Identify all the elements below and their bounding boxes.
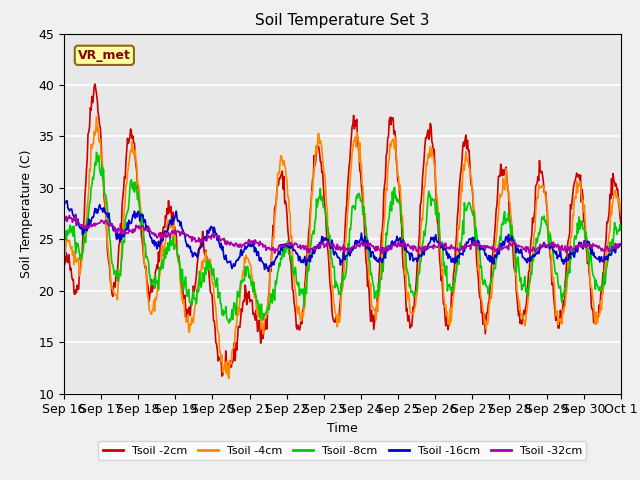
Tsoil -4cm <box>412 302 419 308</box>
Tsoil -4cm <box>70 262 78 267</box>
Tsoil -4cm <box>214 329 222 335</box>
Tsoil -32cm <box>525 251 533 256</box>
Tsoil -16cm <box>185 243 193 249</box>
Tsoil -4cm <box>428 146 436 152</box>
Line: Tsoil -2cm: Tsoil -2cm <box>64 84 621 376</box>
Legend: Tsoil -2cm, Tsoil -4cm, Tsoil -8cm, Tsoil -16cm, Tsoil -32cm: Tsoil -2cm, Tsoil -4cm, Tsoil -8cm, Tsoi… <box>99 441 586 460</box>
Tsoil -8cm <box>185 287 193 292</box>
X-axis label: Time: Time <box>327 422 358 435</box>
Tsoil -8cm <box>60 233 68 239</box>
Tsoil -16cm <box>264 269 272 275</box>
Tsoil -8cm <box>225 320 233 326</box>
Tsoil -32cm <box>72 212 79 218</box>
Tsoil -2cm <box>91 81 99 87</box>
Tsoil -2cm <box>428 138 436 144</box>
Tsoil -4cm <box>617 211 625 217</box>
Tsoil -8cm <box>214 295 222 300</box>
Tsoil -4cm <box>225 375 233 381</box>
Tsoil -32cm <box>617 242 625 248</box>
Tsoil -8cm <box>93 149 100 155</box>
Text: VR_met: VR_met <box>78 49 131 62</box>
Tsoil -32cm <box>411 245 419 251</box>
Tsoil -2cm <box>617 220 625 226</box>
Y-axis label: Soil Temperature (C): Soil Temperature (C) <box>20 149 33 278</box>
Tsoil -4cm <box>185 329 193 335</box>
Tsoil -2cm <box>60 261 68 267</box>
Tsoil -32cm <box>70 217 78 223</box>
Line: Tsoil -4cm: Tsoil -4cm <box>64 117 621 378</box>
Line: Tsoil -8cm: Tsoil -8cm <box>64 152 621 323</box>
Tsoil -16cm <box>617 242 625 248</box>
Tsoil -8cm <box>70 223 78 229</box>
Tsoil -4cm <box>60 245 68 251</box>
Tsoil -16cm <box>128 216 136 222</box>
Tsoil -8cm <box>428 195 436 201</box>
Line: Tsoil -32cm: Tsoil -32cm <box>64 215 621 253</box>
Tsoil -16cm <box>63 198 71 204</box>
Tsoil -4cm <box>93 114 100 120</box>
Tsoil -32cm <box>428 244 435 250</box>
Tsoil -2cm <box>218 373 226 379</box>
Tsoil -2cm <box>412 287 419 293</box>
Tsoil -8cm <box>128 185 136 191</box>
Line: Tsoil -16cm: Tsoil -16cm <box>64 201 621 272</box>
Tsoil -16cm <box>428 235 436 241</box>
Tsoil -2cm <box>70 290 78 296</box>
Tsoil -32cm <box>185 233 193 239</box>
Tsoil -32cm <box>128 230 136 236</box>
Tsoil -16cm <box>71 217 79 223</box>
Tsoil -2cm <box>128 136 136 142</box>
Tsoil -16cm <box>412 255 419 261</box>
Tsoil -32cm <box>60 218 68 224</box>
Tsoil -4cm <box>128 139 136 144</box>
Title: Soil Temperature Set 3: Soil Temperature Set 3 <box>255 13 429 28</box>
Tsoil -8cm <box>412 289 419 295</box>
Tsoil -16cm <box>60 204 68 209</box>
Tsoil -8cm <box>617 227 625 233</box>
Tsoil -32cm <box>214 235 222 240</box>
Tsoil -16cm <box>214 234 222 240</box>
Tsoil -2cm <box>185 307 193 313</box>
Tsoil -2cm <box>214 358 222 364</box>
